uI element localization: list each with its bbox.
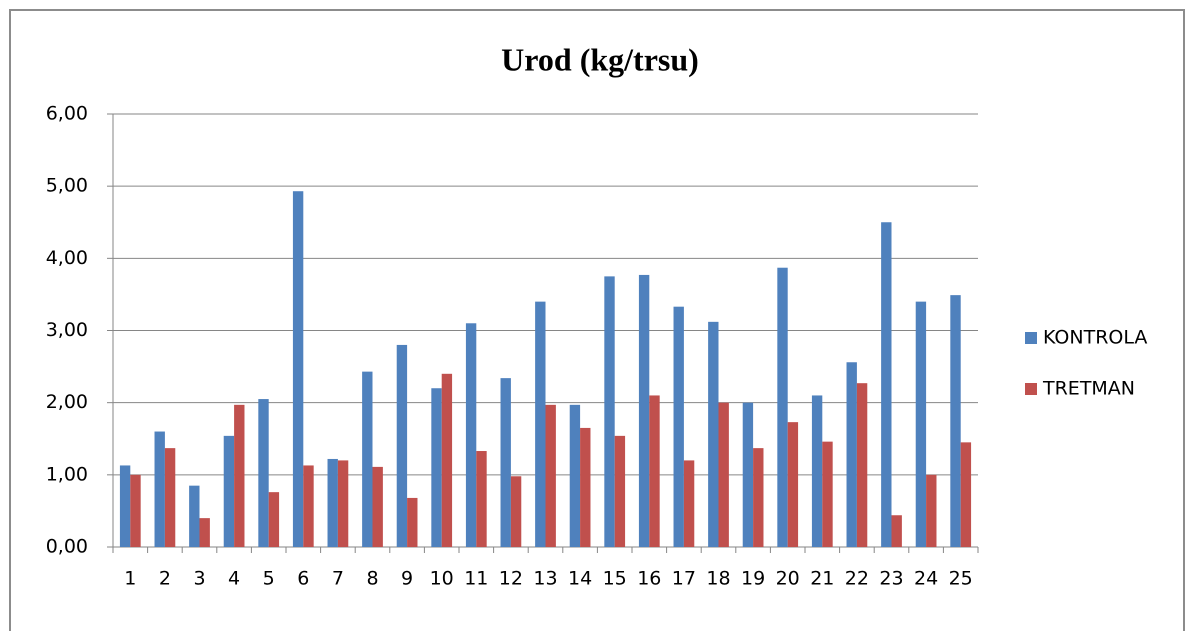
y-tick-label: 6,00 [46,103,88,125]
x-tick-label: 13 [533,568,557,590]
bar [223,435,235,547]
bar [268,492,280,547]
legend-swatch [1025,332,1037,344]
bar [500,378,511,547]
bar [569,404,581,547]
bar [164,448,176,547]
x-tick-label: 8 [366,568,378,590]
bar [708,321,719,547]
x-tick-label: 3 [193,568,205,590]
bar [856,383,868,547]
x-tick-label: 22 [845,568,869,590]
bar [510,476,522,547]
bar [535,301,546,547]
y-tick-label: 2,00 [46,391,88,413]
x-tick-label: 11 [464,568,488,590]
bar [753,448,764,547]
bar [407,497,418,547]
y-tick-label: 1,00 [46,463,88,485]
x-tick-label: 1 [124,568,136,590]
x-tick-label: 16 [637,568,661,590]
bar [130,474,141,547]
x-tick-label: 6 [297,568,309,590]
x-tick-label: 10 [430,568,454,590]
x-tick-label: 7 [332,568,344,590]
x-tick-label: 19 [741,568,765,590]
x-tick-label: 23 [879,568,903,590]
bar [777,267,788,547]
bar [742,402,754,547]
bar [465,323,477,547]
y-tick-label: 4,00 [46,247,88,269]
bar [545,404,556,547]
bar [327,458,338,547]
bar [787,422,799,547]
legend-label: KONTROLA [1043,327,1147,349]
y-tick-label: 5,00 [46,175,88,197]
bar [292,191,304,548]
bar [950,295,961,547]
bar [303,465,314,547]
bar [154,431,165,547]
bar [673,306,684,547]
x-tick-label: 25 [949,568,973,590]
bar [649,395,660,547]
bar [234,404,245,547]
x-tick-label: 15 [603,568,627,590]
bar [811,395,823,547]
legend-swatch [1025,383,1037,395]
bar [638,274,650,547]
bar [614,435,626,547]
x-tick-label: 4 [228,568,240,590]
bar [119,465,131,547]
bar [926,474,937,547]
bar [846,362,857,547]
x-tick-label: 17 [672,568,696,590]
x-tick-label: 20 [776,568,800,590]
y-tick-label: 3,00 [46,319,88,341]
bar [441,373,453,547]
bar [683,460,695,547]
legend-label: TRETMAN [1042,378,1135,400]
bar [580,427,591,547]
x-tick-label: 9 [401,568,413,590]
bar [362,371,373,547]
bar [718,402,729,547]
bar [258,399,269,547]
bar [337,460,349,547]
bar [891,515,902,547]
chart-title: Urod (kg/trsu) [501,41,699,77]
bar [199,518,210,547]
bar [881,222,892,547]
bar [189,485,200,547]
bar [396,344,408,547]
bar [476,451,487,547]
x-tick-label: 12 [499,568,523,590]
y-tick-label: 0,00 [46,536,88,558]
bar [822,441,833,547]
x-tick-label: 14 [568,568,592,590]
bar [915,301,927,547]
chart-frame [9,9,1185,631]
x-tick-label: 5 [263,568,275,590]
bar [431,388,442,547]
x-tick-label: 2 [159,568,171,590]
bar [372,466,383,547]
bar [604,276,615,547]
x-tick-label: 21 [810,568,834,590]
x-tick-label: 18 [706,568,730,590]
x-tick-label: 24 [914,568,938,590]
bar [960,442,972,547]
